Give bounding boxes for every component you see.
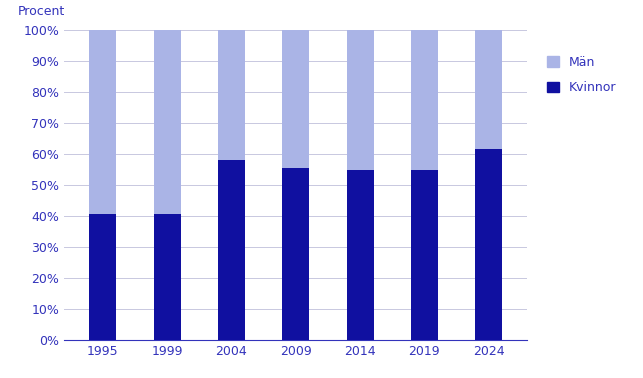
Bar bbox=[218, 30, 245, 160]
Bar bbox=[475, 30, 502, 149]
Bar bbox=[218, 160, 245, 340]
Text: Procent: Procent bbox=[18, 5, 65, 18]
Bar bbox=[282, 30, 309, 168]
Bar bbox=[154, 30, 181, 214]
Bar bbox=[89, 214, 116, 340]
Legend: Män, Kvinnor: Män, Kvinnor bbox=[543, 52, 620, 98]
Bar bbox=[89, 30, 116, 214]
Bar bbox=[347, 30, 374, 170]
Bar bbox=[475, 149, 502, 340]
Bar bbox=[154, 214, 181, 340]
Bar bbox=[282, 168, 309, 340]
Bar bbox=[411, 170, 438, 340]
Bar bbox=[411, 30, 438, 170]
Bar bbox=[347, 170, 374, 340]
